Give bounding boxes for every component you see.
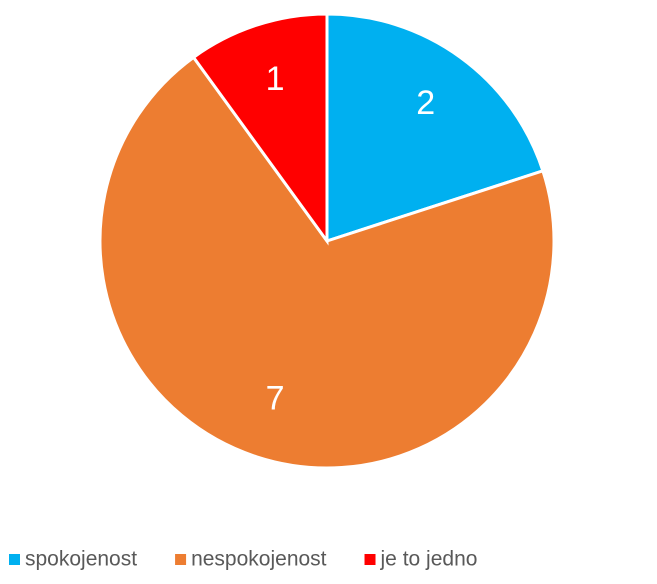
data-label: 2 [416, 84, 435, 122]
legend-label: je to jedno [380, 548, 478, 571]
legend-swatch [364, 554, 376, 565]
legend-label: spokojenost [25, 548, 137, 571]
legend-swatch [9, 554, 20, 565]
data-label: 7 [266, 380, 285, 418]
pie-slice [325, 12, 545, 244]
pie-slice [98, 55, 556, 470]
legend-swatch [175, 554, 187, 565]
legend-label: nespokojenost [191, 548, 327, 571]
pie-slice [191, 12, 329, 246]
data-label: 1 [266, 60, 285, 98]
